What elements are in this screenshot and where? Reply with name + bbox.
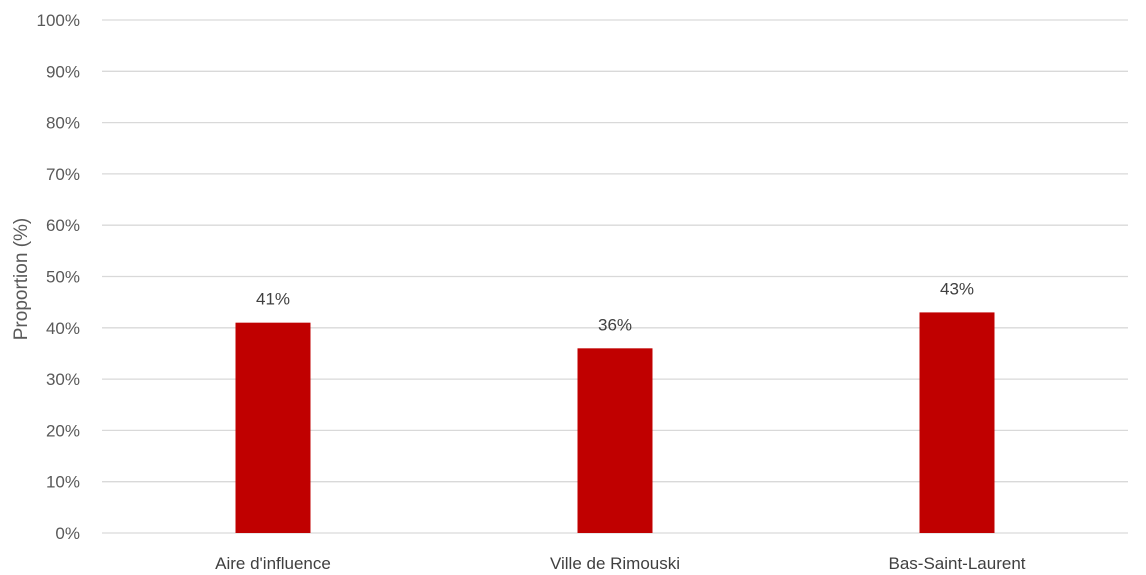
x-category-label: Bas-Saint-Laurent [888,554,1025,573]
y-tick-label: 80% [46,114,80,133]
y-tick-label: 30% [46,370,80,389]
y-tick-label: 70% [46,165,80,184]
bar [919,312,995,533]
y-axis-ticks: 0% 10% 20% 30% 40% 50% 60% 70% 80% 90% 100% [37,11,80,543]
y-tick-label: 40% [46,319,80,338]
bar [235,322,311,533]
x-axis-categories: Aire d'influence Ville de Rimouski Bas-Sai… [215,554,1026,573]
bar [577,348,653,533]
y-tick-label: 50% [46,268,80,287]
y-tick-label: 20% [46,421,80,440]
bars [235,312,995,533]
y-tick-label: 90% [46,62,80,81]
y-tick-label: 60% [46,216,80,235]
y-tick-label: 100% [37,11,80,30]
x-category-label: Aire d'influence [215,554,331,573]
data-label: 36% [598,315,632,334]
data-label: 43% [940,279,974,298]
data-labels: 41% 36% 43% [256,279,974,334]
y-tick-label: 0% [55,524,80,543]
y-axis-title: Proportion (%) [11,218,32,341]
data-label: 41% [256,290,290,309]
x-category-label: Ville de Rimouski [550,554,680,573]
y-tick-label: 10% [46,473,80,492]
